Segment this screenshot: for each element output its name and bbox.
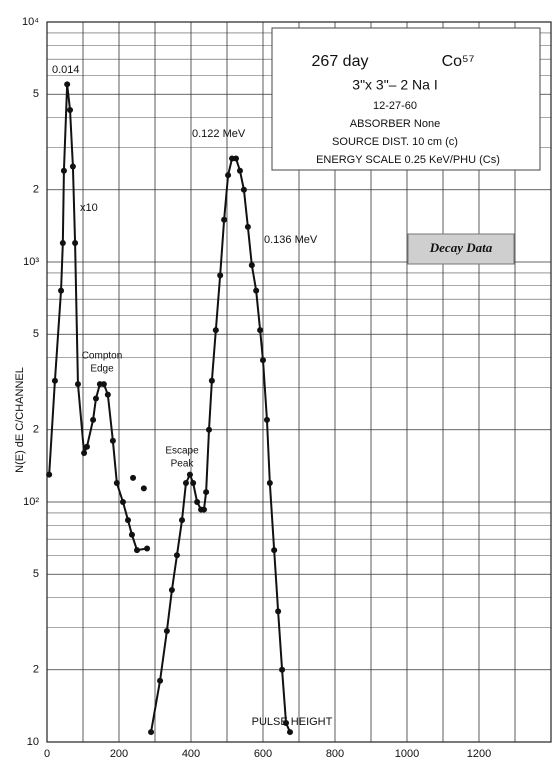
y-tick-label: 10³ bbox=[23, 256, 39, 268]
data-point bbox=[212, 327, 219, 334]
data-point bbox=[69, 163, 76, 170]
data-point bbox=[104, 391, 111, 398]
title-line: Co⁵⁷ bbox=[442, 53, 475, 70]
data-point bbox=[130, 474, 137, 481]
x-axis-label: PULSE HEIGHT bbox=[252, 716, 333, 728]
data-point bbox=[244, 223, 251, 230]
data-point bbox=[217, 272, 224, 279]
x-tick-label: 400 bbox=[182, 748, 200, 760]
x-tick-label: 200 bbox=[110, 748, 128, 760]
y-tick-label: 10² bbox=[23, 496, 39, 508]
data-point bbox=[90, 416, 97, 423]
data-point bbox=[51, 377, 58, 384]
x-tick-label: 1000 bbox=[395, 748, 419, 760]
data-point bbox=[182, 479, 189, 486]
data-point bbox=[287, 729, 293, 736]
data-point bbox=[128, 531, 135, 538]
data-point bbox=[46, 471, 53, 478]
data-point bbox=[144, 545, 151, 552]
data-point bbox=[67, 106, 74, 113]
title-line: ABSORBER None bbox=[350, 118, 440, 130]
data-point bbox=[271, 547, 278, 554]
data-point bbox=[266, 479, 273, 486]
data-point bbox=[257, 327, 264, 334]
y-tick-label: 10 bbox=[27, 736, 39, 748]
annotation: Escape bbox=[165, 446, 199, 457]
data-point bbox=[140, 485, 147, 492]
data-point bbox=[233, 155, 239, 162]
data-point bbox=[173, 552, 180, 559]
data-point bbox=[279, 666, 286, 673]
data-point bbox=[157, 677, 164, 684]
title-line: 12-27-60 bbox=[373, 100, 417, 112]
data-point bbox=[83, 443, 90, 450]
x-tick-label: 600 bbox=[254, 748, 272, 760]
data-point bbox=[283, 719, 290, 726]
button-face[interactable] bbox=[407, 233, 515, 265]
curve bbox=[48, 84, 148, 552]
title-line: 3"x 3"– 2 Na I bbox=[352, 77, 437, 93]
data-point bbox=[240, 186, 247, 193]
info-box bbox=[271, 27, 541, 171]
annotation: 0.014 bbox=[52, 64, 80, 76]
data-point bbox=[64, 81, 71, 88]
data-point bbox=[72, 239, 79, 246]
data-point bbox=[148, 729, 155, 736]
data-point bbox=[225, 172, 232, 179]
data-point bbox=[74, 381, 81, 388]
data-point bbox=[119, 499, 126, 505]
data-point bbox=[58, 287, 65, 294]
title-line: ENERGY SCALE 0.25 KeV/PHU (Cs) bbox=[316, 154, 500, 166]
data-point bbox=[168, 586, 175, 593]
data-point bbox=[60, 167, 67, 174]
annotation: Compton bbox=[82, 351, 123, 362]
data-point bbox=[200, 506, 207, 513]
data-point bbox=[113, 479, 120, 486]
data-point bbox=[263, 416, 270, 423]
data-point bbox=[190, 479, 197, 486]
data-point bbox=[248, 262, 255, 269]
data-point bbox=[125, 517, 131, 524]
data-point bbox=[236, 167, 243, 174]
data-point bbox=[92, 395, 99, 402]
y-tick-label: 5 bbox=[33, 568, 39, 580]
data-point bbox=[163, 628, 170, 635]
title-line: SOURCE DIST. 10 cm (c) bbox=[332, 136, 458, 148]
title-line: 267 day bbox=[312, 53, 369, 70]
decay-data-button[interactable]: Decay Data bbox=[407, 233, 515, 265]
y-tick-label: 2 bbox=[33, 424, 39, 436]
annotation: 0.122 MeV bbox=[192, 128, 246, 140]
data-point bbox=[260, 357, 266, 364]
data-point bbox=[100, 381, 107, 388]
data-point bbox=[109, 437, 116, 444]
data-point bbox=[134, 547, 140, 554]
y-tick-label: 10⁴ bbox=[22, 16, 39, 28]
annotation: 0.136 MeV bbox=[264, 234, 318, 246]
y-tick-label: 5 bbox=[33, 328, 39, 340]
y-axis-label: N(E) dE C/CHANNEL bbox=[14, 367, 26, 473]
annotation: x10 bbox=[80, 202, 98, 214]
button-label[interactable]: Decay Data bbox=[429, 240, 493, 255]
y-tick-label: 2 bbox=[33, 664, 39, 676]
x-tick-label: 0 bbox=[44, 748, 50, 760]
annotation: Edge bbox=[90, 364, 114, 375]
data-point bbox=[206, 426, 212, 433]
data-point bbox=[221, 216, 228, 223]
data-point bbox=[208, 377, 215, 384]
data-point bbox=[81, 450, 88, 457]
data-point bbox=[203, 489, 210, 496]
data-point bbox=[253, 287, 260, 294]
data-point bbox=[194, 499, 201, 505]
data-point bbox=[179, 517, 185, 524]
annotation: Peak bbox=[171, 459, 195, 470]
x-tick-label: 800 bbox=[326, 748, 344, 760]
data-point bbox=[186, 471, 193, 478]
plot-frame bbox=[46, 21, 552, 743]
data-point bbox=[59, 239, 66, 246]
x-tick-label: 1200 bbox=[467, 748, 491, 760]
y-tick-label: 5 bbox=[33, 88, 39, 100]
y-tick-label: 2 bbox=[33, 184, 39, 196]
data-point bbox=[275, 608, 282, 615]
